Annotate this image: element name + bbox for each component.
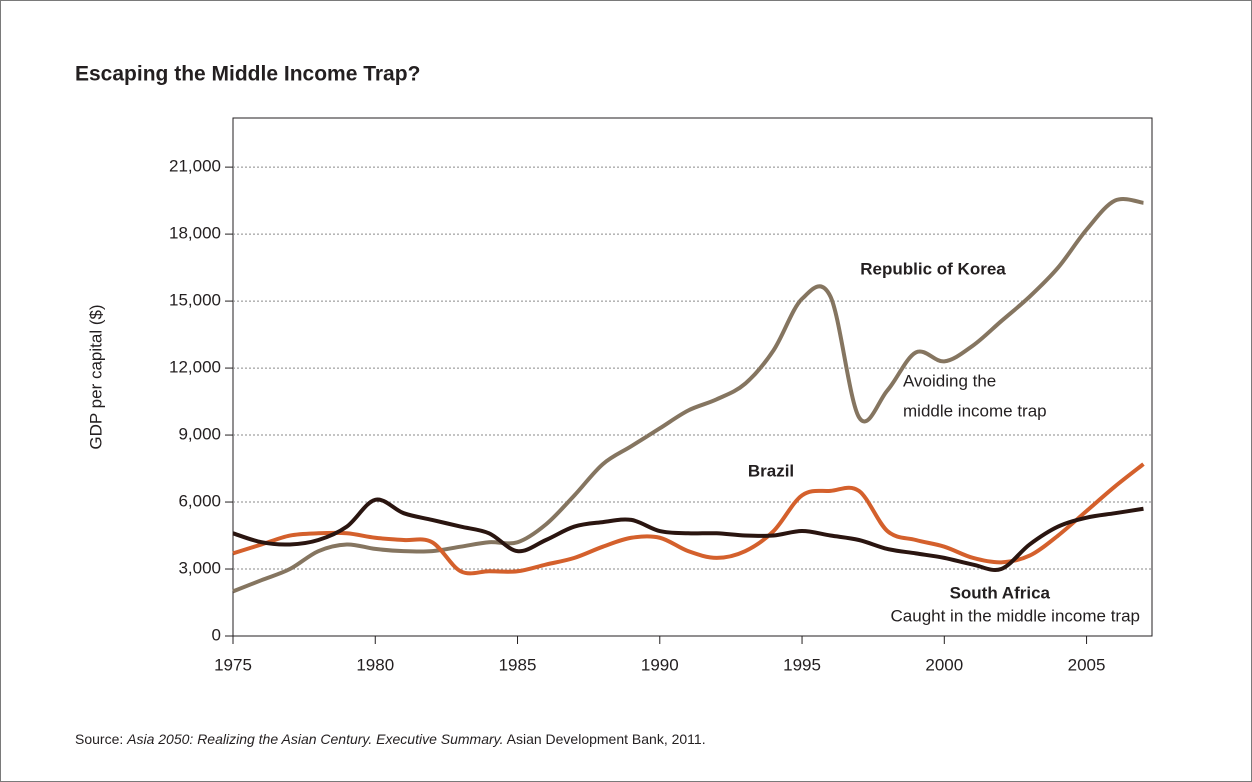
y-tick-label: 6,000: [178, 492, 221, 511]
series-label: South Africa: [950, 583, 1051, 602]
x-tick-label: 1975: [214, 655, 252, 674]
y-axis-label: GDP per capital ($): [86, 304, 105, 449]
series-label: Brazil: [748, 461, 794, 480]
source-note: Source: Asia 2050: Realizing the Asian C…: [75, 731, 706, 747]
y-tick-label: 15,000: [169, 291, 221, 310]
chart-title: Escaping the Middle Income Trap?: [75, 63, 420, 86]
annotation: middle income trap: [903, 401, 1047, 420]
series-line: [232, 462, 1145, 576]
annotation: Caught in the middle income trap: [891, 606, 1140, 625]
plot-frame: [232, 117, 1153, 637]
source-work: Asia 2050: Realizing the Asian Century. …: [126, 731, 503, 747]
series-line: [232, 497, 1144, 572]
x-tick-label: 2000: [925, 655, 963, 674]
x-tick-label: 2005: [1068, 655, 1106, 674]
y-tick-label: 3,000: [178, 559, 221, 578]
y-tick-label: 0: [212, 625, 221, 644]
series-label: Republic of Korea: [860, 259, 1006, 278]
x-tick-label: 1995: [783, 655, 821, 674]
x-tick-label: 1980: [356, 655, 394, 674]
x-tick-label: 1985: [499, 655, 537, 674]
y-tick-label: 12,000: [169, 358, 221, 377]
annotation: Avoiding the: [903, 371, 996, 390]
y-tick-label: 21,000: [169, 157, 221, 176]
x-tick-label: 1990: [641, 655, 679, 674]
source-lead: Source:: [75, 731, 127, 747]
y-tick-label: 9,000: [178, 425, 221, 444]
series-line: [232, 197, 1144, 594]
y-tick-label: 18,000: [169, 224, 221, 243]
source-rest: Asian Development Bank, 2011.: [504, 731, 706, 747]
